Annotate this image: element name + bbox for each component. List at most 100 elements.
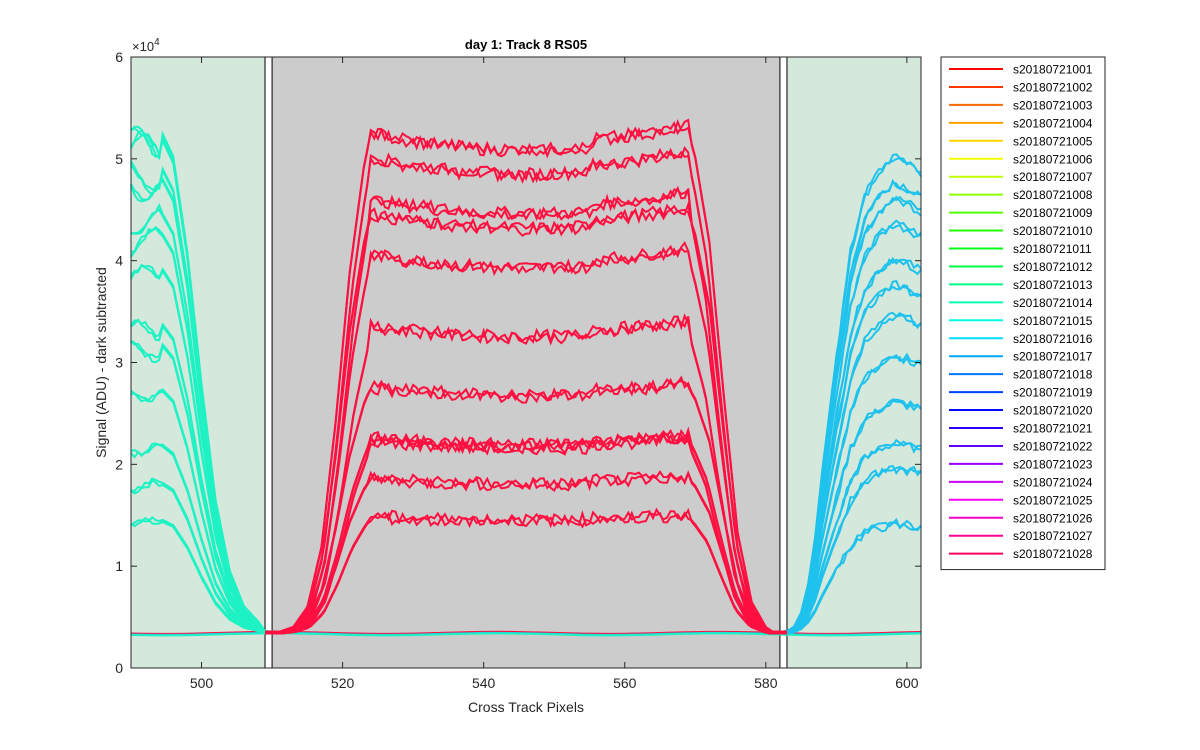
- x-tick-label: 560: [613, 675, 637, 691]
- legend-label: s20180721028: [1013, 547, 1093, 561]
- legend-item: s20180721001: [949, 63, 1093, 77]
- left-channel-line-2-2: [130, 125, 269, 633]
- legend-item: s20180721004: [949, 116, 1093, 130]
- legend-item: s20180721007: [949, 170, 1093, 184]
- y-tick-label: 2: [115, 456, 123, 472]
- legend-item: s20180721006: [949, 152, 1093, 166]
- data-lines: [130, 118, 922, 637]
- legend-item: s20180721014: [949, 296, 1093, 310]
- right-channel-line-7-2: [783, 311, 922, 633]
- y-tick-label: 0: [115, 660, 123, 676]
- legend-label: s20180721017: [1013, 350, 1093, 364]
- y-tick-label: 6: [115, 49, 123, 65]
- legend-label: s20180721005: [1013, 134, 1093, 148]
- y-axis-exponent: ×104: [132, 37, 160, 54]
- y-tick-label: 5: [115, 151, 123, 167]
- legend-label: s20180721014: [1013, 296, 1093, 310]
- legend-label: s20180721004: [1013, 116, 1093, 130]
- right-channel-line-11-1: [783, 464, 922, 635]
- center-channel-line-7-2: [265, 375, 787, 633]
- boundary-marker-1: [264, 56, 273, 669]
- legend-label: s20180721002: [1013, 80, 1093, 94]
- x-tick-label: 500: [190, 675, 214, 691]
- legend-label: s20180721027: [1013, 529, 1093, 543]
- legend-label: s20180721012: [1013, 260, 1093, 274]
- legend-label: s20180721007: [1013, 170, 1093, 184]
- center-channel-line-11-2: [265, 507, 787, 633]
- legend-item: s20180721023: [949, 457, 1093, 471]
- left-channel-line-7-2: [130, 263, 269, 633]
- boundary-marker-2: [779, 56, 788, 669]
- legend-label: s20180721001: [1013, 63, 1093, 77]
- legend-item: s20180721008: [949, 188, 1093, 202]
- legend-item: s20180721025: [949, 493, 1093, 507]
- legend-label: s20180721009: [1013, 206, 1093, 220]
- legend-box: [940, 56, 1106, 571]
- y-tick-label: 4: [115, 253, 123, 269]
- legend-item: s20180721005: [949, 134, 1093, 148]
- legend-item: s20180721016: [949, 332, 1093, 346]
- axis-ticks: 500 520 540 560 580 600 0 1 2 3 4 5 6: [115, 49, 921, 691]
- shaded-region-3: [786, 57, 921, 668]
- legend-items: s20180721001 s20180721002 s20180721003 s201…: [949, 63, 1093, 561]
- y-axis-label: Signal (ADU) - dark subtracted: [93, 267, 109, 458]
- legend-label: s20180721015: [1013, 314, 1093, 328]
- left-channel-line-12-2: [130, 477, 269, 633]
- right-channel-line-9-2: [783, 398, 922, 633]
- legend-label: s20180721003: [1013, 98, 1093, 112]
- legend-label: s20180721024: [1013, 475, 1093, 489]
- legend-item: s20180721015: [949, 314, 1093, 328]
- legend-label: s20180721020: [1013, 404, 1093, 418]
- left-channel-line-9-2: [130, 340, 269, 633]
- legend-item: s20180721024: [949, 475, 1093, 489]
- center-channel-line-5-2: [265, 240, 787, 633]
- legend-label: s20180721008: [1013, 188, 1093, 202]
- left-channel-line-11-2: [130, 442, 269, 633]
- center-channel-line-10-2: [265, 469, 787, 633]
- center-channel-line-4-2: [265, 203, 787, 633]
- left-channel-line-13-2: [130, 516, 269, 633]
- legend-label: s20180721018: [1013, 368, 1093, 382]
- legend-item: s20180721022: [949, 439, 1093, 453]
- y-tick-label: 3: [115, 355, 123, 371]
- center-channel-line-3-2: [265, 185, 787, 633]
- legend-label: s20180721013: [1013, 278, 1093, 292]
- legend-item: s20180721020: [949, 404, 1093, 418]
- right-channel-line-10-2: [783, 438, 922, 633]
- legend-item: s20180721019: [949, 386, 1093, 400]
- legend-label: s20180721006: [1013, 152, 1093, 166]
- legend-label: s20180721025: [1013, 493, 1093, 507]
- legend-label: s20180721011: [1013, 242, 1092, 256]
- legend-label: s20180721016: [1013, 332, 1093, 346]
- x-tick-label: 540: [472, 675, 496, 691]
- legend-item: s20180721028: [949, 547, 1093, 561]
- legend-label: s20180721022: [1013, 439, 1093, 453]
- legend-item: s20180721026: [949, 511, 1093, 525]
- legend-item: s20180721012: [949, 260, 1093, 274]
- legend-item: s20180721013: [949, 278, 1093, 292]
- right-channel-line-12-2: [783, 517, 922, 633]
- center-channel-line-1-2: [265, 119, 787, 633]
- legend-label: s20180721023: [1013, 457, 1093, 471]
- center-channel-line-9-2: [265, 432, 787, 633]
- legend: s20180721001 s20180721002 s20180721003 s201…: [940, 56, 1106, 571]
- legend-label: s20180721021: [1013, 422, 1093, 436]
- left-channel-line-10-2: [130, 388, 269, 633]
- left-channel-line-4-2: [130, 177, 269, 633]
- legend-item: s20180721018: [949, 368, 1093, 382]
- legend-label: s20180721010: [1013, 224, 1093, 238]
- y-axis-exponent-base: ×10: [132, 39, 154, 54]
- legend-item: s20180721021: [949, 422, 1093, 436]
- legend-item: s20180721010: [949, 224, 1093, 238]
- chart-title: day 1: Track 8 RS05: [465, 37, 587, 52]
- center-channel-line-6-2: [265, 313, 787, 633]
- center-channel-line-2-2: [265, 147, 787, 633]
- legend-item: s20180721027: [949, 529, 1093, 543]
- legend-label: s20180721019: [1013, 386, 1093, 400]
- right-channel-line-8-2: [783, 352, 922, 633]
- x-tick-label: 520: [331, 675, 355, 691]
- x-axis-label: Cross Track Pixels: [468, 699, 584, 715]
- legend-item: s20180721017: [949, 350, 1093, 364]
- legend-item: s20180721002: [949, 80, 1093, 94]
